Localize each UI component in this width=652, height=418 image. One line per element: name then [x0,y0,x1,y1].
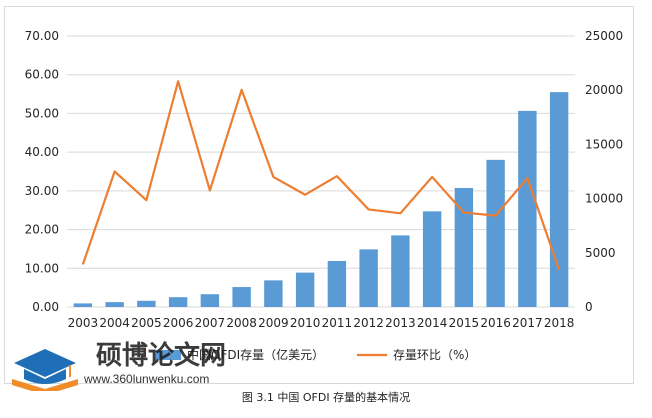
x-tick-label: 2004 [99,316,130,330]
series-line [81,80,561,271]
y-left-tick-label: 30.00 [25,184,59,198]
y-right-tick-label: 5000 [585,246,616,260]
x-tick-label: 2006 [163,316,194,330]
x-tick-label: 2008 [226,316,257,330]
bar [232,287,251,307]
x-tick-label: 2003 [68,316,99,330]
y-right-tick-label: 15000 [585,137,623,151]
bar [73,303,93,307]
bar [454,187,474,307]
x-tick-label: 2018 [544,316,575,330]
bar [137,300,156,307]
legend-label-bar: 中国OFDI存量（亿美元） [187,347,324,362]
bar [264,280,283,307]
x-tick-label: 2016 [480,316,511,330]
bar [295,272,315,307]
x-tick-label: 2007 [195,316,226,330]
x-tick-label: 2011 [322,316,353,330]
watermark-title: 硕博论文网 [96,341,227,371]
legend-swatch-bar [155,350,181,360]
x-tick-label: 2014 [417,316,448,330]
bar [200,294,220,307]
y-left-tick-label: 60.00 [25,68,59,82]
legend-label-line: 存量环比（%） [393,348,476,362]
x-tick-label: 2013 [385,316,416,330]
y-right-tick-label: 25000 [585,29,623,43]
bar [518,110,537,307]
figure-caption: 图 3.1 中国 OFDI 存量的基本情况 [241,391,411,404]
x-tick-label: 2010 [290,316,321,330]
bar [327,260,347,307]
bar [422,211,442,307]
chart-svg: 0.00 10.00 20.00 30.00 40.00 50.00 60.00 70.00 0… [25,29,624,362]
x-tick-label: 2017 [512,316,543,330]
bar [549,92,569,307]
bar [105,302,124,307]
y-left-tick-label: 50.00 [25,106,59,120]
y-right-tick-label: 0 [585,300,593,314]
watermark: 硕博论文网 www.360lunwenku.com [10,335,260,395]
bar [168,297,188,307]
y-left-tick-label: 20.00 [25,223,59,237]
bar [359,249,378,307]
book-logo-icon [12,349,78,391]
y-left-tick-label: 40.00 [25,145,59,159]
x-tick-label: 2015 [449,316,480,330]
y-left-tick-label: 10.00 [25,261,59,275]
x-tick-label: 2012 [353,316,384,330]
x-tick-label: 2005 [131,316,162,330]
y-left-tick-label: 70.00 [25,29,59,43]
chart-frame: 0.00 10.00 20.00 30.00 40.00 50.00 60.00 70.00 0… [4,6,634,384]
y-right-tick-label: 10000 [585,192,623,206]
bar [486,159,505,307]
watermark-url: www.360lunwenku.com [84,372,210,386]
y-left-tick-label: 0.00 [32,300,59,314]
x-tick-label: 2009 [258,316,289,330]
bar [391,235,410,307]
y-right-tick-label: 20000 [585,83,623,97]
